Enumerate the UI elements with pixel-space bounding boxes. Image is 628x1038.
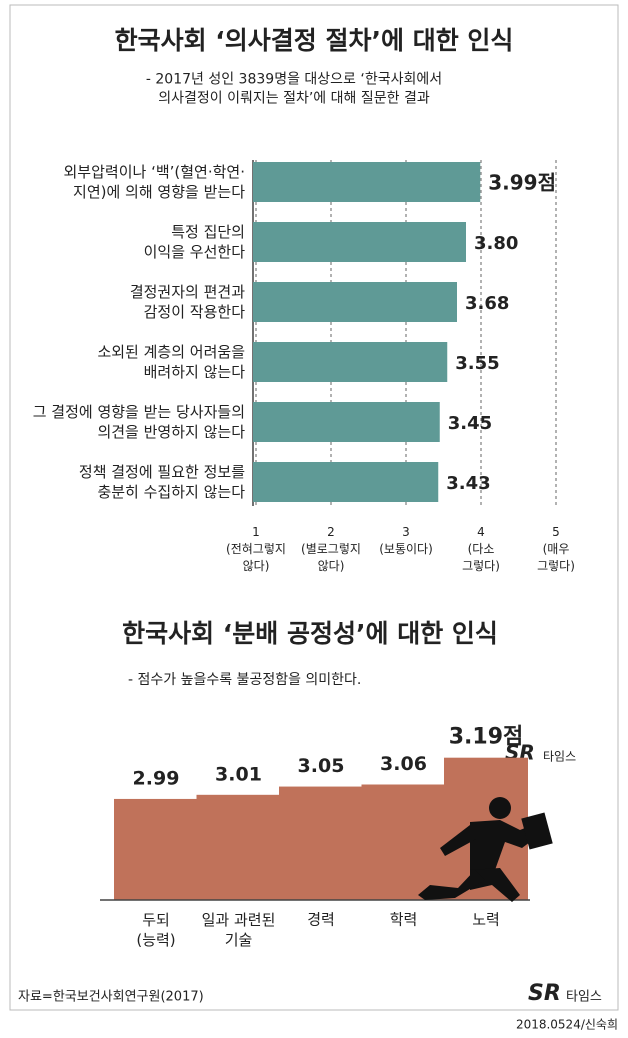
- figure-part: [440, 825, 478, 856]
- logo-mark: SR: [528, 981, 561, 1006]
- category-label: 정책 결정에 필요한 정보를 충분히 수집하지 않는다: [79, 463, 245, 501]
- category-label: 학력: [390, 911, 418, 929]
- watermark-text: 타임스: [543, 750, 576, 764]
- logo-text: 타임스: [566, 990, 602, 1005]
- category-label: 소외된 계층의 어려움을 배려하지 않는다: [97, 343, 245, 381]
- figure-part: [489, 797, 511, 819]
- value-label: 3.80: [474, 233, 518, 254]
- category-label: 일과 과련된 기술: [202, 911, 276, 949]
- value-label: 3.99점: [488, 171, 556, 195]
- bar: [196, 794, 281, 900]
- x-tick-label: 4 (다소 그렇다): [462, 525, 500, 573]
- value-label: 3.43: [446, 473, 490, 494]
- category-label: 외부압력이나 ‘백’(혈연·학연· 지연)에 의해 영향을 받는다: [64, 163, 246, 201]
- value-label: 3.01: [215, 763, 262, 785]
- value-label: 3.55: [455, 353, 499, 374]
- bar: [253, 162, 481, 202]
- x-tick-label: 1 (전혀그렇지 않다): [226, 525, 286, 573]
- bar: [114, 798, 198, 900]
- bar: [253, 222, 466, 262]
- category-label: 특정 집단의 이익을 우선한다: [144, 223, 246, 261]
- chart-subtitle: - 2017년 성인 3839명을 대상으로 ‘한국사회에서 의사결정이 이뤄지는…: [146, 72, 442, 107]
- category-label: 노력: [472, 911, 500, 929]
- chart-subtitle: - 점수가 높을수록 불공정함을 의미한다.: [128, 672, 361, 688]
- bar: [253, 342, 448, 382]
- bar: [253, 282, 457, 322]
- credit: 2018.0524/신숙희: [516, 1018, 618, 1032]
- value-label: 2.99: [133, 767, 180, 789]
- value-label: 3.06: [380, 753, 427, 775]
- category-label: 결정권자의 편견과 감정이 작용한다: [130, 283, 245, 321]
- bar: [361, 784, 446, 900]
- x-tick-label: 3 (보통이다): [379, 525, 433, 556]
- figure-part: [418, 870, 485, 900]
- value-label: 3.68: [465, 293, 509, 314]
- bar: [253, 462, 439, 502]
- bar: [279, 786, 363, 900]
- bar: [253, 402, 440, 442]
- category-label: 경력: [307, 911, 335, 929]
- running-figure: [418, 797, 553, 902]
- value-label: 3.45: [448, 413, 492, 434]
- category-label: 두되 (능력): [136, 911, 175, 949]
- figure-part: [470, 868, 520, 902]
- source: 자료=한국보건사회연구원(2017): [18, 990, 204, 1005]
- category-label: 그 결정에 영향을 받는 당사자들의 의견을 반영하지 않는다: [33, 403, 245, 441]
- x-tick-label: 5 (매우 그렇다): [537, 525, 575, 573]
- value-label: 3.05: [298, 755, 345, 777]
- x-tick-label: 2 (별로그렇지 않다): [301, 525, 361, 573]
- value-label: 3.19점: [449, 725, 524, 750]
- figure-part: [521, 812, 553, 850]
- chart-title: 한국사회 ‘분배 공정성’에 대한 인식: [122, 619, 498, 648]
- chart-title: 한국사회 ‘의사결정 절차’에 대한 인식: [115, 26, 514, 55]
